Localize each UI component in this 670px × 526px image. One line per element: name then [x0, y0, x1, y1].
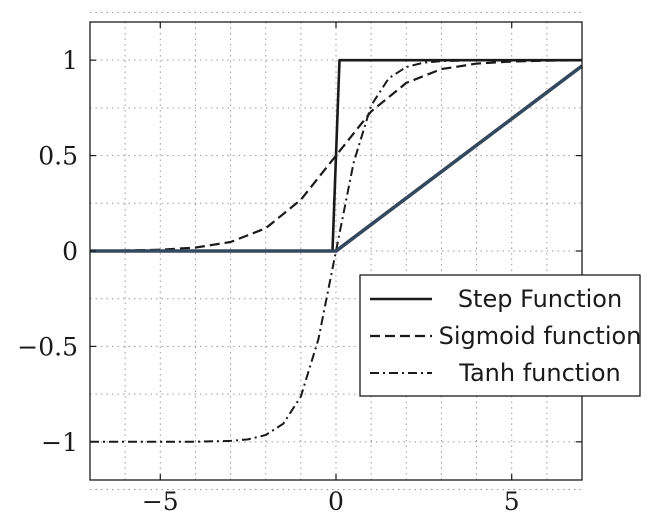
- series-line-tanh-function: [90, 59, 582, 443]
- y-tick-label: −0.5: [17, 332, 78, 361]
- legend-label: Tanh function: [458, 359, 620, 387]
- x-tick-label: −5: [142, 487, 179, 516]
- series-line-sigmoid-function: [89, 59, 583, 252]
- series-line-highlight: [90, 64, 584, 253]
- series-lines: [89, 58, 584, 443]
- axis-ticks: −5 0 5 1 0.5 0 −0.5 −1: [17, 22, 582, 516]
- x-tick-label: 0: [328, 487, 344, 516]
- y-tick-label: −1: [41, 428, 78, 457]
- x-tick-label: 5: [504, 487, 520, 516]
- legend: Step Function Sigmoid function Tanh functi…: [359, 274, 642, 397]
- y-tick-label: 0: [62, 237, 78, 266]
- legend-label: Step Function: [458, 285, 622, 313]
- legend-label: Sigmoid function: [439, 322, 642, 350]
- y-tick-label: 0.5: [38, 142, 78, 171]
- y-tick-label: 1: [62, 46, 78, 75]
